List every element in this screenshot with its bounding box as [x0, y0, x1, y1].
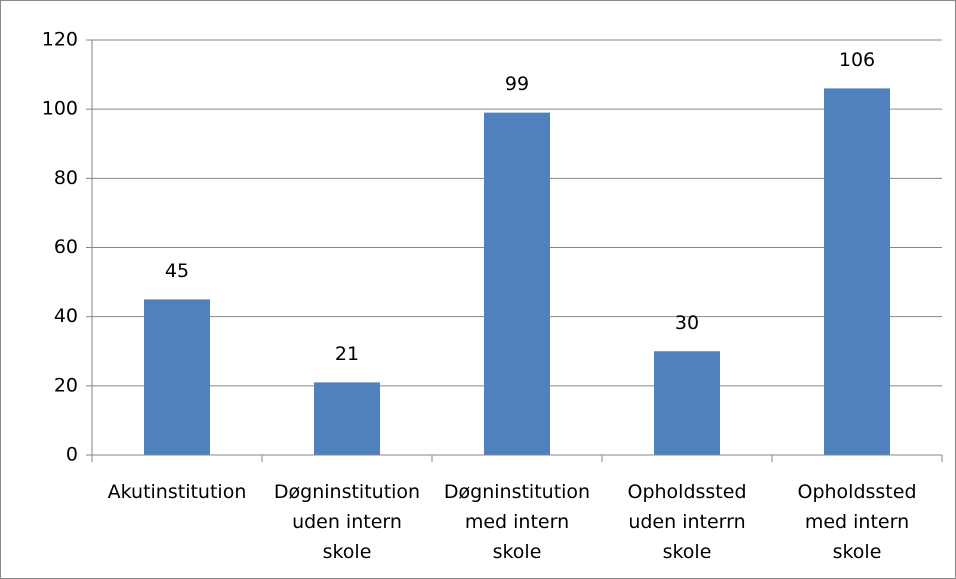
x-tick-label: Døgninstitution med intern skole	[444, 481, 590, 563]
bar	[484, 112, 550, 455]
bar	[654, 351, 720, 455]
y-tick-label: 100	[42, 98, 78, 120]
y-tick-label: 60	[54, 236, 78, 258]
bar	[824, 88, 890, 456]
x-tick-label-line: uden intern	[292, 511, 402, 533]
bar	[314, 382, 380, 455]
x-tick-label-line: med intern	[805, 511, 909, 533]
x-tick-label-line: Akutinstitution	[108, 481, 247, 503]
x-tick-label-line: skole	[493, 541, 542, 563]
value-label: 45	[165, 260, 189, 282]
x-tick-label: Døgninstitution uden intern skole	[274, 481, 420, 563]
bar	[144, 299, 210, 455]
x-tick-label-line: Opholdssted	[627, 481, 746, 503]
y-tick-label: 0	[66, 444, 78, 466]
x-tick-label-line: Døgninstitution	[444, 481, 590, 503]
x-tick-label-line: uden interrn	[628, 511, 745, 533]
x-tick-label-line: skole	[833, 541, 882, 563]
x-tick-label-line: skole	[323, 541, 372, 563]
y-tick-label: 20	[54, 374, 78, 396]
value-label: 99	[505, 73, 529, 95]
y-tick-label: 120	[42, 29, 78, 51]
x-tick-label-line: med intern	[465, 511, 569, 533]
y-tick-label: 40	[54, 305, 78, 327]
x-tick-label: Akutinstitution	[108, 481, 247, 503]
value-label: 30	[675, 312, 699, 334]
x-tick-label-line: Døgninstitution	[274, 481, 420, 503]
x-tick-label: Opholdssted uden interrn skole	[627, 481, 746, 563]
y-tick-label: 80	[54, 167, 78, 189]
x-tick-label-line: skole	[663, 541, 712, 563]
x-tick-label-line: Opholdssted	[797, 481, 916, 503]
value-label: 21	[335, 343, 359, 365]
value-label: 106	[839, 49, 875, 71]
x-tick-label: Opholdssted med intern skole	[797, 481, 916, 563]
